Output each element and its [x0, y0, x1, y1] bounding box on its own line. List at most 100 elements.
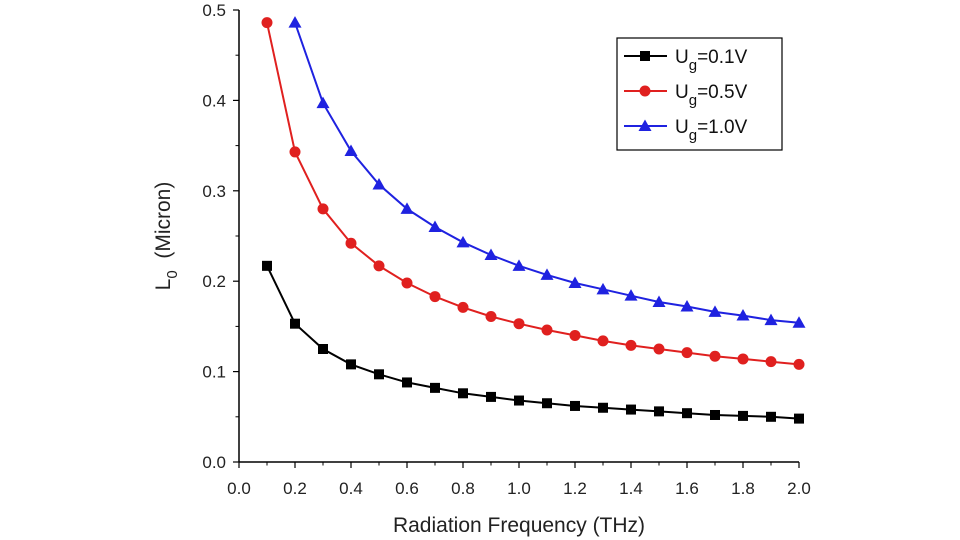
data-point	[346, 359, 356, 370]
y-axis-title: L0 (Micron)	[152, 182, 181, 291]
legend-label-sub: g	[689, 127, 697, 144]
data-point	[288, 16, 302, 28]
data-point	[653, 343, 665, 355]
data-point	[484, 248, 498, 260]
x-tick-label: 1.4	[619, 479, 643, 498]
data-point	[317, 203, 329, 215]
data-point	[792, 316, 806, 328]
data-point	[262, 260, 272, 271]
data-point	[372, 177, 386, 190]
data-point	[569, 329, 581, 341]
legend-label: Ug=0.5V	[675, 82, 748, 109]
data-point	[373, 260, 385, 272]
data-point	[316, 96, 330, 109]
data-point	[486, 391, 496, 402]
x-tick-label: 1.6	[675, 479, 699, 498]
data-point	[793, 358, 805, 370]
data-point	[345, 237, 357, 249]
series-line	[266, 265, 800, 420]
y-tick-label: 0.0	[202, 453, 226, 472]
y-tick-label: 0.1	[202, 363, 226, 382]
data-point	[290, 318, 300, 329]
data-point	[402, 377, 412, 388]
y-axis-title-rest: (Micron)	[152, 182, 175, 271]
x-tick-label: 1.2	[563, 479, 587, 498]
data-point	[344, 144, 358, 157]
y-tick-label: 0.2	[202, 272, 226, 291]
x-tick-label: 1.0	[507, 479, 531, 498]
legend-label-rest: =0.5V	[697, 82, 748, 103]
data-point	[626, 404, 636, 415]
x-tick-label: 0.6	[395, 479, 419, 498]
legend-label-sub: g	[689, 92, 697, 109]
legend-label-main: U	[675, 117, 689, 138]
data-point	[401, 277, 413, 289]
y-axis-title-main: L	[152, 279, 175, 291]
data-point	[289, 146, 301, 158]
data-point	[794, 413, 804, 424]
x-tick-label: 0.0	[227, 479, 251, 498]
data-point	[681, 347, 693, 359]
legend-label: Ug=1.0V	[675, 117, 748, 144]
legend-marker	[638, 119, 652, 131]
data-point	[540, 268, 554, 280]
legend-item: Ug=0.1V	[624, 47, 748, 74]
data-point	[654, 406, 664, 417]
data-point	[514, 395, 524, 406]
data-point	[430, 382, 440, 393]
legend-marker	[639, 85, 651, 97]
data-point	[736, 309, 750, 321]
y-axis-title-sub: 0	[164, 270, 181, 278]
data-point	[457, 301, 469, 313]
data-point	[598, 402, 608, 413]
y-tick-label: 0.4	[202, 91, 226, 110]
legend-label-sub: g	[689, 57, 697, 74]
series-2	[261, 17, 805, 370]
axes: 0.0 0.2 0.4 0.6 0.8 1.0 1.2 1.4 1.6 1.8 2.0 0.0 0.1 0…	[152, 1, 811, 537]
data-point	[764, 313, 778, 326]
legend-label-main: U	[675, 47, 689, 68]
data-point	[568, 276, 582, 289]
y-tick-label: 0.5	[202, 1, 226, 20]
data-point	[596, 282, 610, 295]
data-point	[708, 305, 722, 317]
legend-label-rest: =1.0V	[697, 117, 748, 138]
legend-item: Ug=1.0V	[624, 117, 748, 144]
data-point	[597, 335, 609, 347]
data-point	[680, 300, 694, 312]
data-point	[541, 324, 553, 336]
x-axis-title: Radiation Frequency (THz)	[393, 514, 645, 537]
data-point	[682, 408, 692, 419]
data-point	[374, 369, 384, 380]
data-point	[429, 291, 441, 303]
data-point	[456, 235, 470, 248]
series-1	[262, 260, 804, 424]
x-tick-label: 0.2	[283, 479, 307, 498]
data-point	[625, 339, 637, 351]
x-tick-label: 1.8	[731, 479, 755, 498]
data-point	[428, 220, 442, 232]
data-point	[624, 289, 638, 301]
data-point	[765, 356, 777, 368]
data-point	[738, 410, 748, 421]
data-point	[513, 318, 525, 330]
data-point	[652, 295, 666, 307]
data-point	[570, 400, 580, 411]
data-point	[709, 350, 721, 362]
x-tick-label: 0.8	[451, 479, 475, 498]
legend-label: Ug=0.1V	[675, 47, 748, 74]
data-point	[458, 388, 468, 399]
x-tick-label: 2.0	[787, 479, 811, 498]
legend-marker	[640, 51, 650, 61]
data-point	[542, 398, 552, 409]
x-tick-label: 0.4	[339, 479, 363, 498]
data-point	[737, 353, 749, 365]
data-point	[261, 17, 273, 29]
y-tick-label: 0.3	[202, 182, 226, 201]
data-point	[400, 202, 414, 214]
legend-item: Ug=0.5V	[624, 82, 748, 109]
data-point	[512, 259, 526, 271]
legend-label-main: U	[675, 82, 689, 103]
